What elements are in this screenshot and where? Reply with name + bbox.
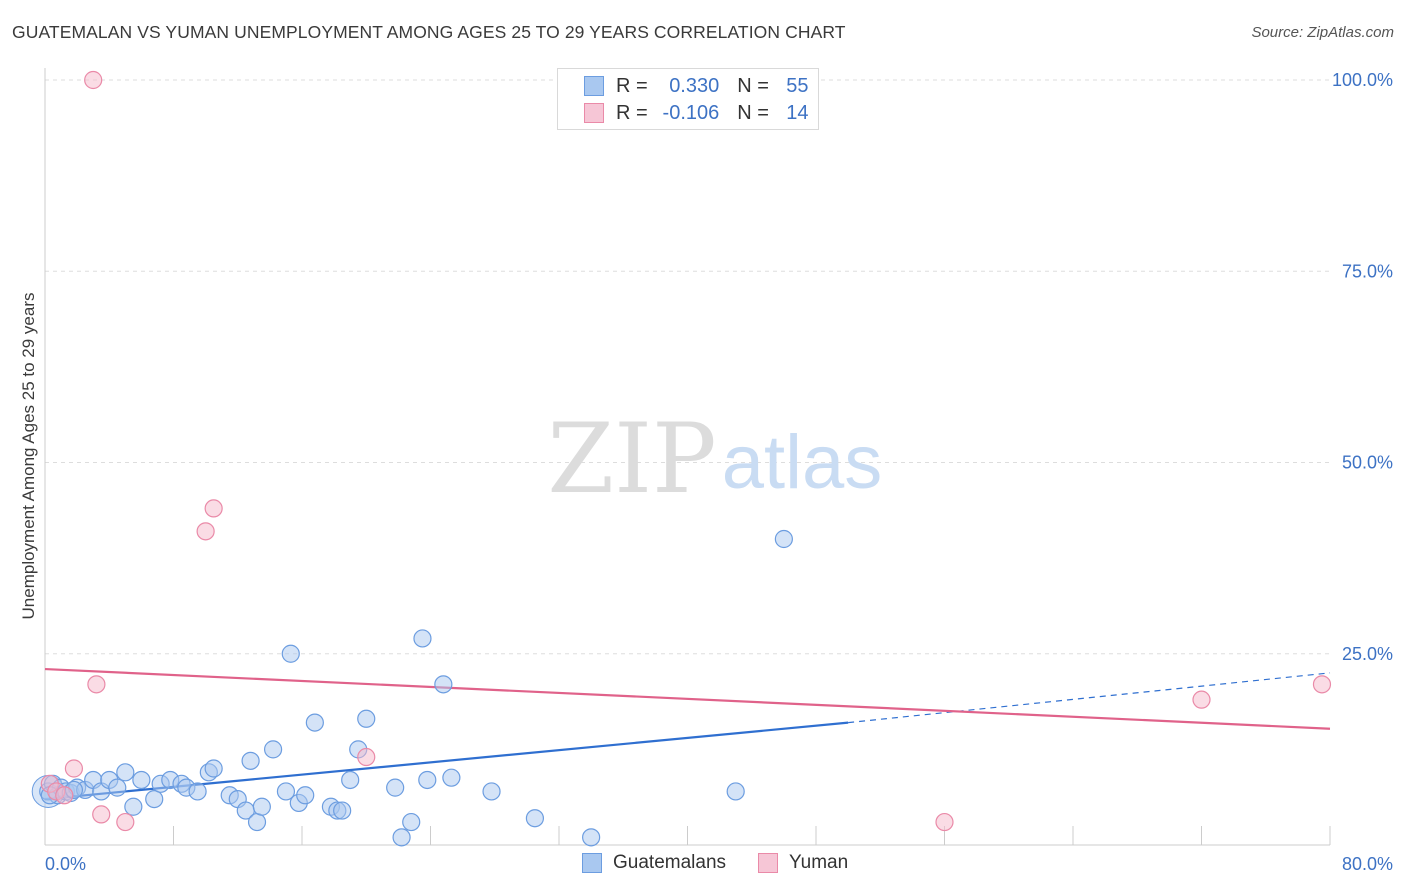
y-tick-label: 25.0% bbox=[1342, 644, 1393, 664]
point-guatemalans bbox=[341, 770, 360, 790]
y-tick-label: 50.0% bbox=[1342, 453, 1393, 473]
point-guatemalans bbox=[774, 529, 793, 549]
watermark: ZIP atlas bbox=[547, 403, 882, 515]
point-guatemalans bbox=[188, 782, 207, 801]
point-guatemalans bbox=[726, 782, 745, 801]
trendline-yuman bbox=[44, 667, 1331, 730]
point-guatemalans bbox=[281, 644, 300, 663]
trendline-guatemalans-extension bbox=[848, 672, 1331, 724]
point-guatemalans bbox=[296, 786, 315, 805]
point-guatemalans bbox=[418, 770, 437, 790]
legend-swatch-guatemalans bbox=[582, 853, 602, 873]
point-yuman bbox=[84, 70, 103, 90]
point-yuman bbox=[92, 805, 111, 824]
point-guatemalans bbox=[402, 812, 421, 832]
point-guatemalans bbox=[145, 789, 164, 809]
point-guatemalans bbox=[276, 782, 296, 801]
x-tick-label: 80.0% bbox=[1342, 854, 1393, 874]
legend-n-label: N = bbox=[737, 74, 769, 97]
point-guatemalans bbox=[108, 778, 127, 797]
point-guatemalans bbox=[305, 713, 324, 732]
point-guatemalans bbox=[582, 828, 601, 847]
legend-swatch-pink bbox=[584, 103, 604, 123]
point-guatemalans bbox=[413, 629, 432, 648]
legend-r-label: R = bbox=[616, 101, 648, 124]
y-tick-label: 100.0% bbox=[1332, 70, 1393, 90]
legend-r-value: -0.106 bbox=[662, 101, 720, 124]
legend-n-value: 14 bbox=[786, 101, 809, 124]
legend-swatch-blue bbox=[584, 76, 604, 96]
legend-row-guatemalans: R = 0.330 N = 55 bbox=[584, 74, 809, 98]
source-label: Source: ZipAtlas.com bbox=[1251, 24, 1394, 41]
point-yuman bbox=[55, 786, 74, 805]
point-guatemalans bbox=[333, 801, 352, 820]
point-guatemalans bbox=[132, 770, 151, 790]
point-guatemalans bbox=[482, 782, 501, 801]
point-yuman bbox=[1192, 690, 1211, 709]
series-legend: Guatemalans Yuman bbox=[582, 852, 848, 874]
legend-r-label: R = bbox=[616, 74, 648, 97]
point-yuman bbox=[64, 759, 84, 778]
point-yuman bbox=[1312, 675, 1332, 694]
stats-legend: R = 0.330 N = 55 R = -0.106 N = 14 bbox=[557, 68, 819, 130]
legend-r-value: 0.330 bbox=[669, 74, 720, 97]
point-guatemalans bbox=[525, 809, 545, 828]
legend-label-yuman: Yuman bbox=[789, 852, 849, 873]
point-guatemalans bbox=[434, 675, 453, 694]
watermark-zip: ZIP bbox=[547, 403, 716, 515]
y-tick-label: 75.0% bbox=[1342, 261, 1393, 281]
x-tick-label: 0.0% bbox=[45, 854, 86, 874]
point-yuman bbox=[87, 675, 106, 694]
point-guatemalans bbox=[204, 759, 223, 778]
point-guatemalans bbox=[241, 751, 260, 770]
chart-title: GUATEMALAN VS YUMAN UNEMPLOYMENT AMONG A… bbox=[12, 22, 846, 42]
y-axis-label: Unemployment Among Ages 25 to 29 years bbox=[19, 292, 38, 620]
point-guatemalans bbox=[392, 828, 411, 847]
point-guatemalans bbox=[124, 797, 143, 816]
legend-n-label: N = bbox=[737, 101, 769, 124]
point-guatemalans bbox=[442, 768, 461, 787]
point-guatemalans bbox=[263, 740, 283, 759]
point-guatemalans bbox=[247, 812, 267, 832]
point-yuman bbox=[204, 499, 223, 518]
point-yuman bbox=[196, 522, 215, 541]
point-yuman bbox=[935, 812, 954, 832]
point-yuman bbox=[116, 812, 135, 832]
watermark-atlas: atlas bbox=[722, 420, 883, 505]
legend-swatch-yuman bbox=[758, 853, 779, 873]
point-guatemalans bbox=[252, 797, 271, 816]
point-guatemalans bbox=[116, 763, 135, 782]
point-yuman bbox=[357, 747, 376, 767]
legend-label-guatemalans: Guatemalans bbox=[613, 852, 727, 873]
point-guatemalans bbox=[357, 709, 376, 728]
legend-row-yuman: R = -0.106 N = 14 bbox=[584, 101, 809, 125]
point-guatemalans bbox=[386, 778, 405, 797]
legend-n-value: 55 bbox=[786, 74, 809, 97]
